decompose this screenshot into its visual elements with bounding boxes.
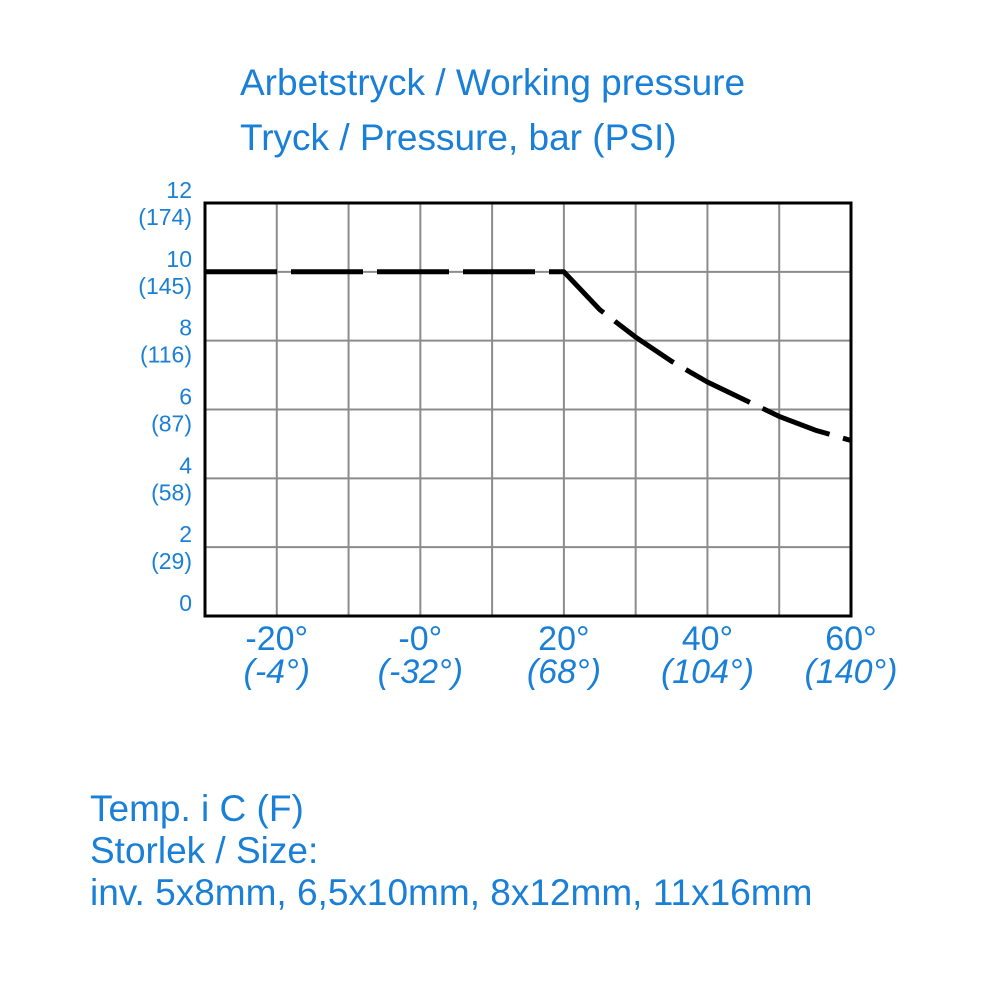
- caption-temp-unit: Temp. i C (F): [90, 788, 304, 829]
- series-layer: [205, 269, 852, 443]
- x-tick-label-celsius: 60°: [825, 620, 876, 658]
- chart-title-line-1: Arbetstryck / Working pressure: [240, 62, 745, 103]
- y-tick-label-bar: 10: [166, 246, 192, 272]
- x-tick-label-fahrenheit: (104°): [661, 653, 754, 691]
- x-tick-label-fahrenheit: (-32°): [378, 653, 463, 691]
- x-tick-label-fahrenheit: (-4°): [244, 653, 310, 691]
- pressure-curve: [205, 269, 852, 443]
- y-tick-label-bar: 6: [179, 384, 192, 410]
- y-tick-label-psi: (87): [151, 411, 192, 437]
- caption-size-heading: Storlek / Size:: [90, 830, 319, 871]
- y-tick-label-bar: 2: [179, 521, 192, 547]
- y-tick-label-psi: (29): [151, 548, 192, 574]
- y-tick-label-psi: (58): [151, 479, 192, 505]
- chart-title: Arbetstryck / Working pressure Tryck / P…: [240, 62, 745, 158]
- y-tick-label-bar: 12: [166, 177, 192, 203]
- y-axis-ticks: 12(174) 10(145) 8(116) 6(87) 4(58) 2(29) 0: [138, 177, 192, 616]
- y-tick-label-bar: 4: [179, 452, 192, 478]
- caption: Temp. i C (F) Storlek / Size: inv. 5x8mm…: [90, 788, 812, 914]
- x-tick-label-fahrenheit: (140°): [805, 653, 898, 691]
- x-tick-label-celsius: 20°: [538, 620, 589, 658]
- y-tick-label-psi: (145): [138, 273, 192, 299]
- grid-lines: [205, 203, 851, 616]
- x-axis-ticks: -20°(-4°) -0°(-32°) 20°(68°) 40°(104°) 60°(1…: [244, 620, 898, 691]
- y-tick-label-bar: 8: [179, 315, 192, 341]
- caption-sizes: inv. 5x8mm, 6,5x10mm, 8x12mm, 11x16mm: [90, 872, 813, 913]
- x-tick-label-celsius: 40°: [682, 620, 733, 658]
- y-tick-label-psi: (174): [138, 204, 192, 230]
- x-tick-label-celsius: -0°: [398, 620, 442, 658]
- x-tick-label-fahrenheit: (68°): [527, 653, 601, 691]
- x-tick-label-celsius: -20°: [245, 620, 308, 658]
- chart-title-line-2: Tryck / Pressure, bar (PSI): [240, 117, 677, 158]
- plot-frame: [203, 201, 853, 618]
- y-tick-label-psi: (116): [140, 342, 192, 368]
- y-tick-label-bar: 0: [179, 590, 192, 616]
